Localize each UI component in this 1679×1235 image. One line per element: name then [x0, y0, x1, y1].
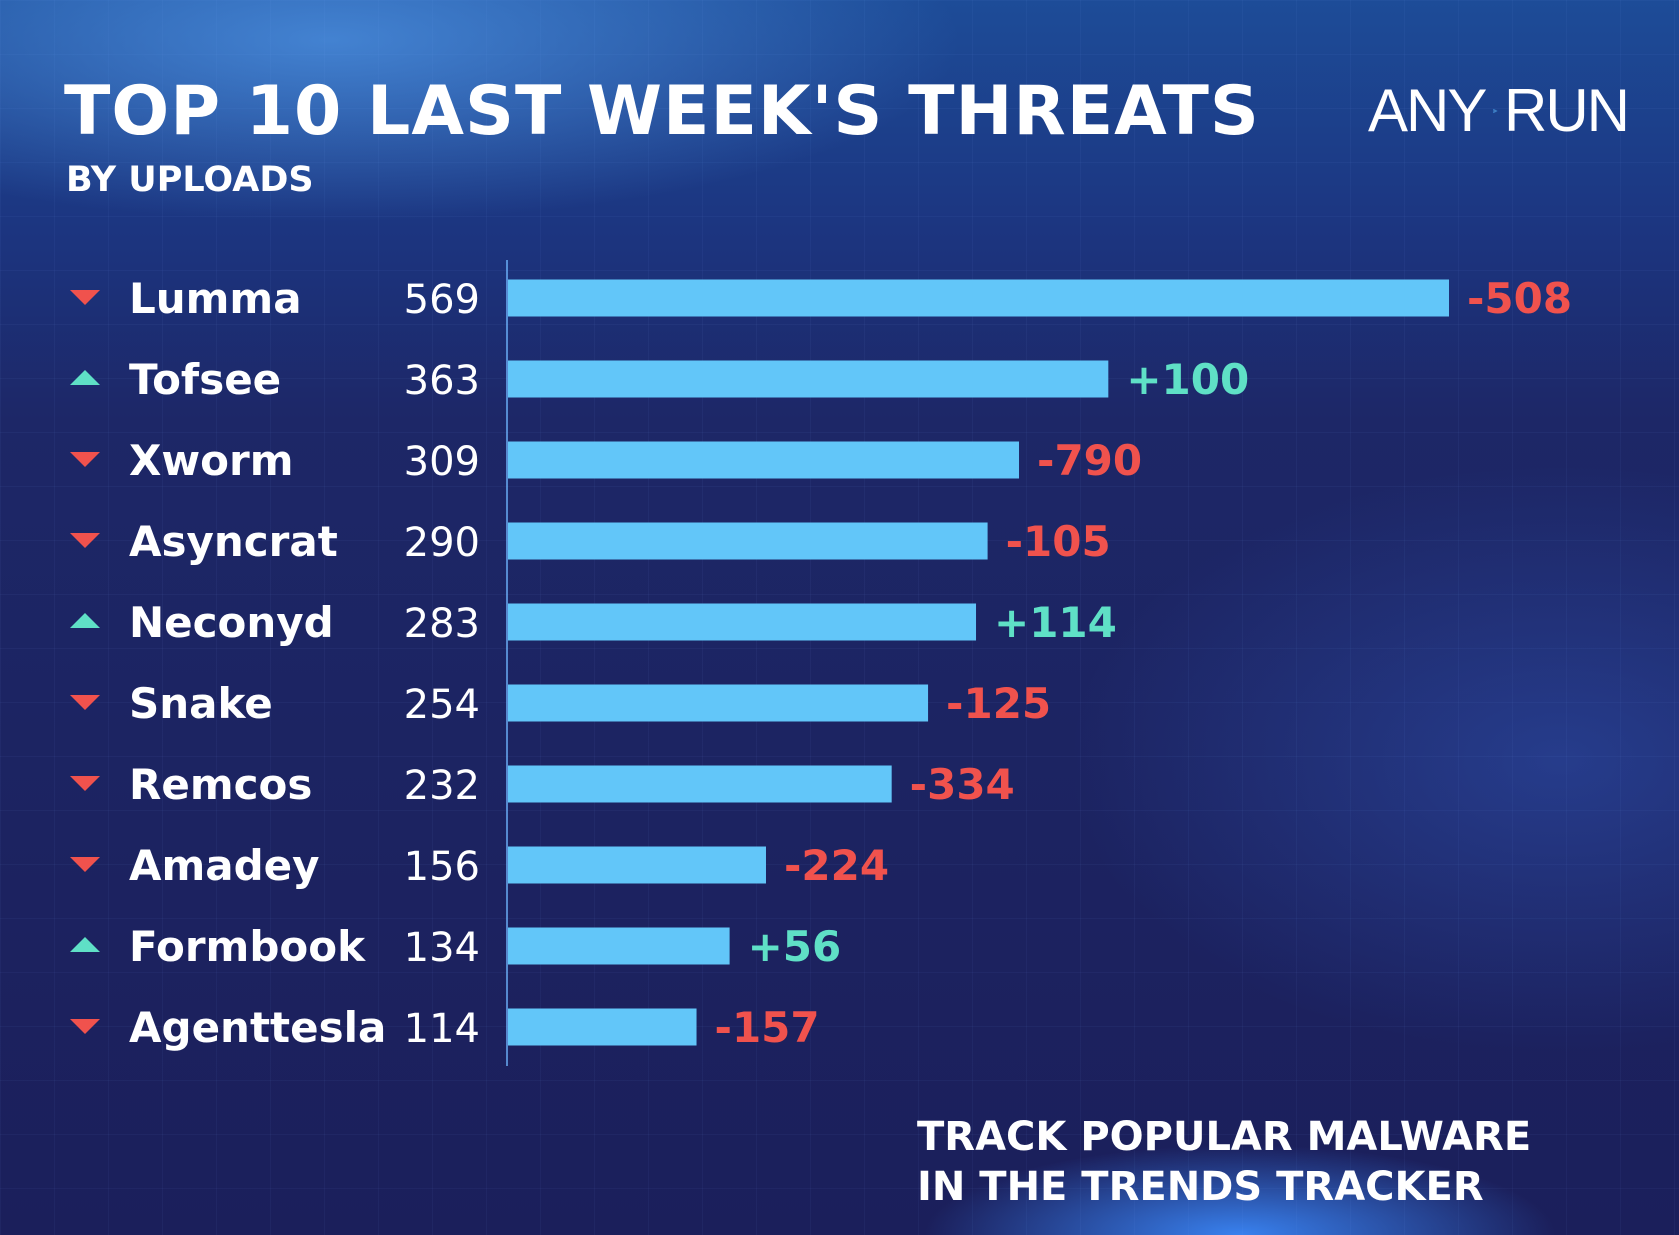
- bar: [508, 846, 766, 884]
- value-label: 254: [404, 682, 480, 728]
- change-label: -105: [1006, 517, 1111, 566]
- logo-text-right: RUN: [1504, 77, 1630, 144]
- category-label: Tofsee: [129, 355, 281, 404]
- change-label: +56: [748, 922, 842, 971]
- bar: [508, 684, 929, 722]
- logo-text-left: ANY: [1368, 77, 1487, 144]
- bar: [508, 279, 1449, 317]
- change-label: +114: [994, 598, 1117, 647]
- change-label: -224: [784, 841, 889, 890]
- page-subtitle: BY UPLOADS: [66, 160, 314, 200]
- value-label: 114: [404, 1006, 480, 1052]
- category-label: Formbook: [129, 922, 366, 971]
- change-label: -125: [946, 679, 1051, 728]
- category-label: Xworm: [129, 436, 294, 485]
- trend-up-icon: [70, 937, 100, 952]
- cta-line-1: TRACK POPULAR MALWARE: [917, 1114, 1532, 1160]
- anyrun-logo: ANY RUN: [1368, 66, 1630, 156]
- change-label: -790: [1037, 436, 1142, 485]
- bar: [508, 441, 1020, 479]
- trend-down-icon: [70, 533, 100, 548]
- trends-tracker-cta: TRACK POPULAR MALWARE IN THE TRENDS TRAC…: [917, 1112, 1531, 1212]
- category-label: Snake: [129, 679, 273, 728]
- value-label: 363: [404, 358, 480, 404]
- value-label: 309: [404, 439, 480, 485]
- change-label: -157: [715, 1003, 820, 1052]
- change-label: -334: [910, 760, 1015, 809]
- category-label: Neconyd: [129, 598, 334, 647]
- trend-down-icon: [70, 290, 100, 305]
- value-label: 290: [404, 520, 480, 566]
- bar: [508, 927, 730, 965]
- bar: [508, 522, 988, 560]
- category-label: Asyncrat: [129, 517, 338, 566]
- trend-down-icon: [70, 695, 100, 710]
- bar: [508, 765, 892, 803]
- category-label: Agenttesla: [129, 1003, 386, 1052]
- trend-up-icon: [70, 370, 100, 385]
- bar: [508, 1008, 697, 1046]
- value-label: 232: [404, 763, 480, 809]
- trend-down-icon: [70, 452, 100, 467]
- cta-line-2: IN THE TRENDS TRACKER: [917, 1164, 1484, 1210]
- value-label: 569: [404, 277, 480, 323]
- trend-down-icon: [70, 857, 100, 872]
- category-label: Remcos: [129, 760, 312, 809]
- value-label: 156: [404, 844, 480, 890]
- change-label: +100: [1126, 355, 1249, 404]
- bar: [508, 603, 977, 641]
- trend-up-icon: [70, 613, 100, 628]
- value-label: 134: [404, 925, 480, 971]
- trend-down-icon: [70, 776, 100, 791]
- trend-down-icon: [70, 1019, 100, 1034]
- category-label: Amadey: [129, 841, 320, 890]
- change-label: -508: [1467, 274, 1572, 323]
- category-label: Lumma: [129, 274, 302, 323]
- play-triangle-icon: [1493, 108, 1498, 114]
- bar: [508, 360, 1109, 398]
- page-title: TOP 10 LAST WEEK'S THREATS: [64, 72, 1260, 151]
- value-label: 283: [404, 601, 480, 647]
